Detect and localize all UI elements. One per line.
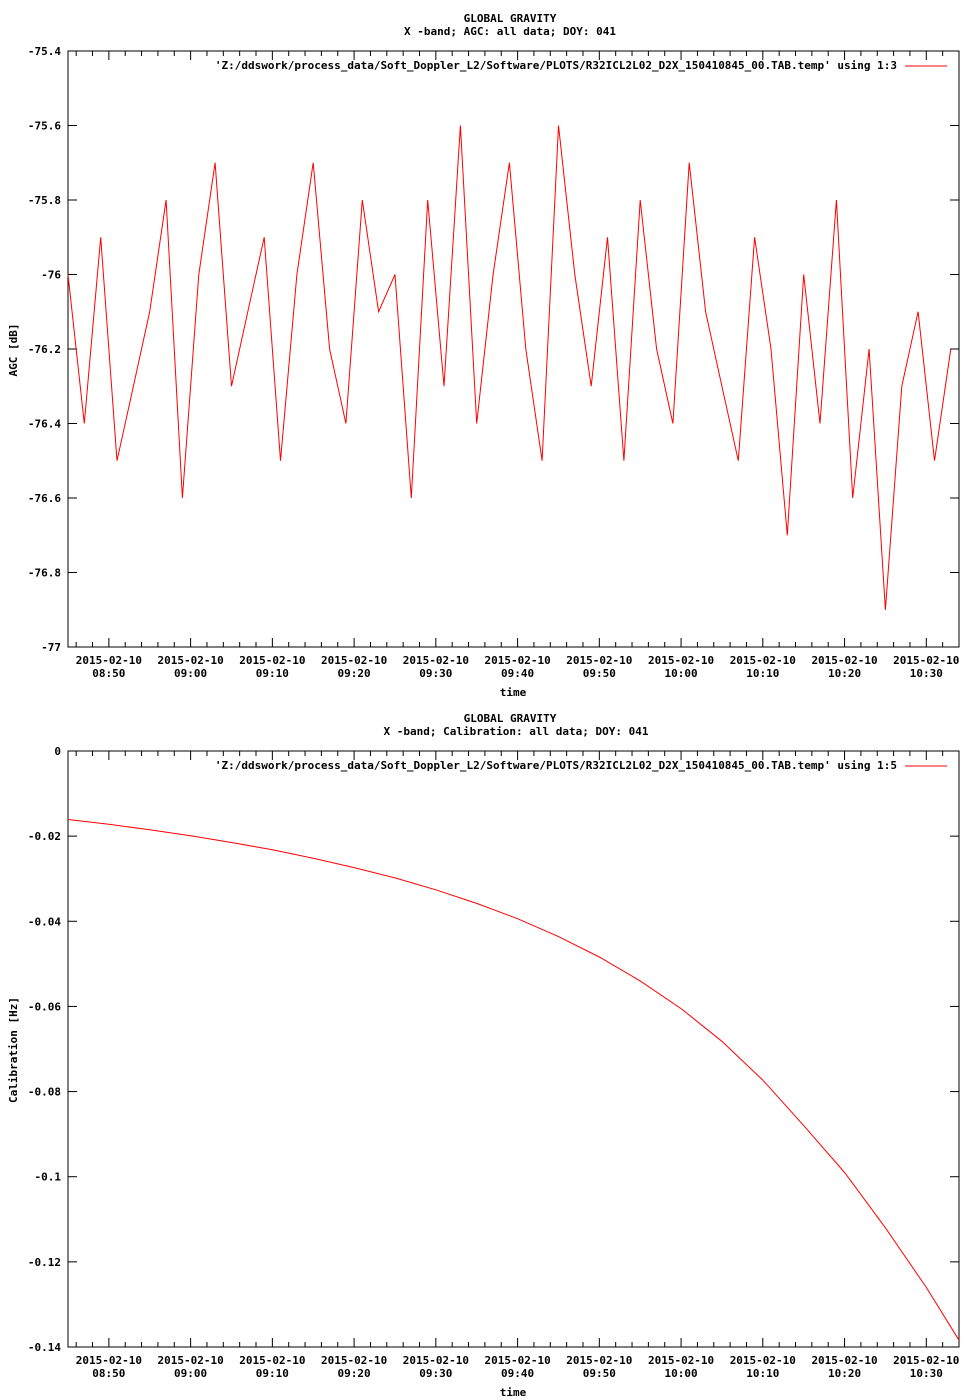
x-tick-label-time: 10:30 [910,1367,943,1380]
y-tick-label: -0.12 [28,1256,61,1269]
x-tick-label-time: 10:00 [665,1367,698,1380]
y-tick-label: -76.6 [28,492,61,505]
chart-title: GLOBAL GRAVITY [464,12,557,25]
x-tick-label-time: 09:50 [583,667,616,680]
y-tick-label: -77 [41,641,61,654]
x-axis: 2015-02-1008:502015-02-1009:002015-02-10… [75,51,960,680]
x-tick-label-time: 09:50 [583,1367,616,1380]
x-tick-label-date: 2015-02-10 [76,1354,142,1367]
x-tick-label-time: 09:20 [338,667,371,680]
x-tick-label-date: 2015-02-10 [893,1354,959,1367]
y-tick-label: -75.8 [28,194,61,207]
x-tick-label-time: 10:10 [746,667,779,680]
chart-subtitle: X -band; AGC: all data; DOY: 041 [404,25,616,38]
x-axis-label: time [500,686,527,699]
x-tick-label-date: 2015-02-10 [157,1354,223,1367]
x-tick-label-time: 08:50 [92,1367,125,1380]
agc-chart: GLOBAL GRAVITY X -band; AGC: all data; D… [7,12,960,699]
x-tick-label-date: 2015-02-10 [484,654,550,667]
legend-label: 'Z:/ddswork/process_data/Soft_Doppler_L2… [215,59,897,72]
x-tick-label-time: 10:30 [910,667,943,680]
x-tick-label-time: 09:10 [256,667,289,680]
x-tick-label-date: 2015-02-10 [321,654,387,667]
x-tick-label-time: 10:10 [746,1367,779,1380]
x-tick-label-time: 09:40 [501,1367,534,1380]
calibration-chart: GLOBAL GRAVITY X -band; Calibration: all… [7,712,960,1399]
x-tick-label-time: 08:50 [92,667,125,680]
x-tick-label-date: 2015-02-10 [730,654,796,667]
x-tick-label-time: 09:00 [174,1367,207,1380]
x-tick-label-time: 09:00 [174,667,207,680]
y-tick-label: -76.2 [28,343,61,356]
agc-series-line [67,125,952,610]
x-tick-label-date: 2015-02-10 [403,1354,469,1367]
y-tick-label: -76.8 [28,567,61,580]
x-tick-label-time: 09:20 [338,1367,371,1380]
y-tick-label: 0 [54,745,61,758]
x-tick-label-date: 2015-02-10 [76,654,142,667]
calibration-series-line [67,819,960,1341]
y-tick-label: -0.02 [28,830,61,843]
y-axis: 0 -0.02 -0.04 -0.06 -0.08 -0.1 -0.12 -0.14 [28,745,959,1354]
y-tick-label: -75.4 [28,45,61,58]
x-tick-label-date: 2015-02-10 [648,654,714,667]
x-tick-label-time: 09:10 [256,1367,289,1380]
x-tick-label-date: 2015-02-10 [566,1354,632,1367]
x-tick-label-date: 2015-02-10 [811,1354,877,1367]
x-tick-label-time: 09:30 [419,1367,452,1380]
x-tick-label-time: 10:20 [828,1367,861,1380]
y-axis: -75.4 -75.6 -75.8 -76 -76.2 -76.4 -76.6 -76.8 -7… [28,45,959,654]
y-tick-label: -0.14 [28,1341,61,1354]
x-tick-label-time: 10:20 [828,667,861,680]
x-tick-label-date: 2015-02-10 [157,654,223,667]
x-tick-label-time: 10:00 [665,667,698,680]
y-axis-label: Calibration [Hz] [7,997,20,1103]
y-tick-label: -0.08 [28,1086,61,1099]
x-tick-label-date: 2015-02-10 [893,654,959,667]
x-tick-label-date: 2015-02-10 [811,654,877,667]
x-axis: 2015-02-1008:502015-02-1009:002015-02-10… [75,751,960,1380]
x-tick-label-date: 2015-02-10 [484,1354,550,1367]
y-tick-label: -76 [41,269,61,282]
y-tick-label: -75.6 [28,120,61,133]
x-tick-label-time: 09:40 [501,667,534,680]
chart-title: GLOBAL GRAVITY [464,712,557,725]
x-tick-label-date: 2015-02-10 [566,654,632,667]
y-tick-label: -0.06 [28,1000,61,1013]
y-tick-label: -0.04 [28,915,61,928]
y-axis-label: AGC [dB] [7,324,20,377]
x-tick-label-time: 09:30 [419,667,452,680]
y-tick-label: -76.4 [28,418,61,431]
x-tick-label-date: 2015-02-10 [321,1354,387,1367]
x-axis-label: time [500,1386,527,1399]
x-tick-label-date: 2015-02-10 [403,654,469,667]
chart-subtitle: X -band; Calibration: all data; DOY: 041 [384,725,649,738]
plot-frame [67,750,960,1348]
x-tick-label-date: 2015-02-10 [648,1354,714,1367]
x-tick-label-date: 2015-02-10 [730,1354,796,1367]
x-tick-label-date: 2015-02-10 [239,1354,305,1367]
x-tick-label-date: 2015-02-10 [239,654,305,667]
y-tick-label: -0.1 [35,1171,62,1184]
legend-label: 'Z:/ddswork/process_data/Soft_Doppler_L2… [215,759,897,772]
